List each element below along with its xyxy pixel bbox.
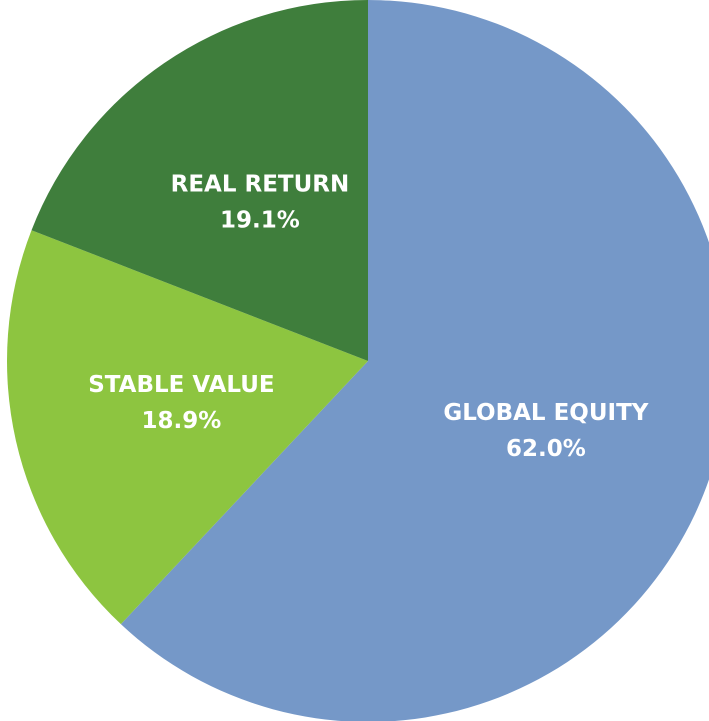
slice-label: GLOBAL EQUITY bbox=[443, 400, 648, 426]
slice-value: 62.0% bbox=[506, 436, 586, 462]
pie-slice bbox=[6, 230, 369, 625]
pie-slice bbox=[31, 0, 368, 361]
slice-label: REAL RETURN bbox=[171, 172, 350, 198]
slice-label: STABLE VALUE bbox=[88, 372, 274, 398]
slice-value: 19.1% bbox=[220, 208, 300, 234]
pie-slice bbox=[120, 0, 709, 721]
slice-value: 18.9% bbox=[142, 408, 222, 434]
